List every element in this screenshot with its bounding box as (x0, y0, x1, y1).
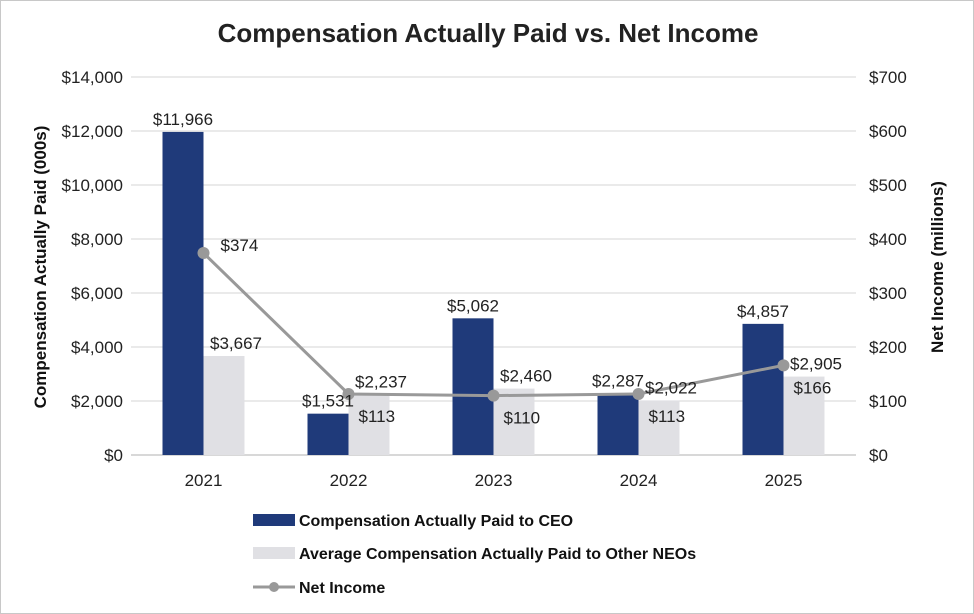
chart-title: Compensation Actually Paid vs. Net Incom… (218, 18, 759, 48)
bar-ceo (307, 413, 349, 455)
legend-swatch-ceo (253, 514, 295, 526)
data-label-ceo: $4,857 (737, 302, 789, 321)
x-tick-label: 2021 (185, 471, 223, 490)
bar-other-neos (638, 400, 680, 455)
bar-other-neos (348, 394, 390, 455)
x-tick-label: 2024 (620, 471, 658, 490)
legend: Compensation Actually Paid to CEO Averag… (253, 513, 696, 597)
right-tick-label: $0 (869, 446, 888, 465)
x-tick-label: 2023 (475, 471, 513, 490)
left-tick-label: $0 (104, 446, 123, 465)
bars (162, 131, 825, 455)
bar-ceo (452, 318, 494, 455)
left-tick-label: $4,000 (71, 338, 123, 357)
bar-other-neos (493, 388, 535, 455)
data-label-other-neos: $2,237 (355, 373, 407, 392)
x-tick-label: 2022 (330, 471, 368, 490)
right-tick-label: $200 (869, 338, 907, 357)
data-label-net-income: $374 (221, 236, 259, 255)
left-tick-label: $6,000 (71, 284, 123, 303)
legend-swatch-net-income-marker (269, 582, 279, 592)
bar-other-neos (783, 376, 825, 455)
bar-ceo (597, 393, 639, 455)
right-tick-label: $400 (869, 230, 907, 249)
x-tick-label: 2025 (765, 471, 803, 490)
right-axis-ticks: $0 $100 $200 $300 $400 $500 $600 $700 (869, 68, 907, 465)
data-label-net-income: $113 (649, 407, 686, 426)
right-axis-title: Net Income (millions) (928, 181, 947, 353)
data-label-other-neos: $2,905 (790, 355, 842, 374)
data-label-net-income: $113 (359, 407, 396, 426)
data-label-ceo: $2,287 (592, 371, 644, 390)
right-tick-label: $100 (869, 392, 907, 411)
left-tick-label: $2,000 (71, 392, 123, 411)
left-tick-label: $12,000 (62, 122, 123, 141)
right-tick-label: $500 (869, 176, 907, 195)
bar-ceo (162, 131, 204, 455)
left-axis-title: Compensation Actually Paid (000s) (31, 126, 50, 409)
legend-label-net-income: Net Income (299, 580, 385, 597)
net-income-line (197, 247, 790, 402)
legend-label-ceo: Compensation Actually Paid to CEO (299, 513, 573, 530)
data-label-ceo: $11,966 (153, 110, 213, 129)
net-income-point (197, 247, 210, 260)
data-label-ceo: $1,531 (302, 392, 354, 411)
left-axis-ticks: $0 $2,000 $4,000 $6,000 $8,000 $10,000 $12,000… (62, 68, 123, 465)
legend-label-other-neos: Average Compensation Actually Paid to Ot… (299, 546, 696, 563)
data-label-other-neos: $2,460 (500, 367, 552, 386)
data-label-ceo: $5,062 (447, 296, 499, 315)
left-tick-label: $14,000 (62, 68, 123, 87)
data-labels: $11,966 $3,667 $1,531$2,237 $5,062 $2,460 $2,… (153, 110, 842, 428)
data-label-net-income: $110 (504, 409, 541, 428)
bar-other-neos (203, 355, 245, 455)
data-label-other-neos: $3,667 (210, 334, 262, 353)
data-label-net-income: $166 (794, 378, 832, 397)
right-tick-label: $300 (869, 284, 907, 303)
bar-ceo (742, 323, 784, 455)
net-income-point (777, 359, 790, 372)
data-label-other-neos: $2,022 (645, 378, 697, 397)
right-tick-label: $700 (869, 68, 907, 87)
net-income-point (487, 389, 500, 402)
net-income-point (342, 387, 355, 400)
legend-swatch-other-neos (253, 547, 295, 559)
left-tick-label: $10,000 (62, 176, 123, 195)
x-axis-ticks: 2021 2022 2023 2024 2025 (185, 471, 803, 490)
right-tick-label: $600 (869, 122, 907, 141)
left-tick-label: $8,000 (71, 230, 123, 249)
net-income-point (632, 387, 645, 400)
